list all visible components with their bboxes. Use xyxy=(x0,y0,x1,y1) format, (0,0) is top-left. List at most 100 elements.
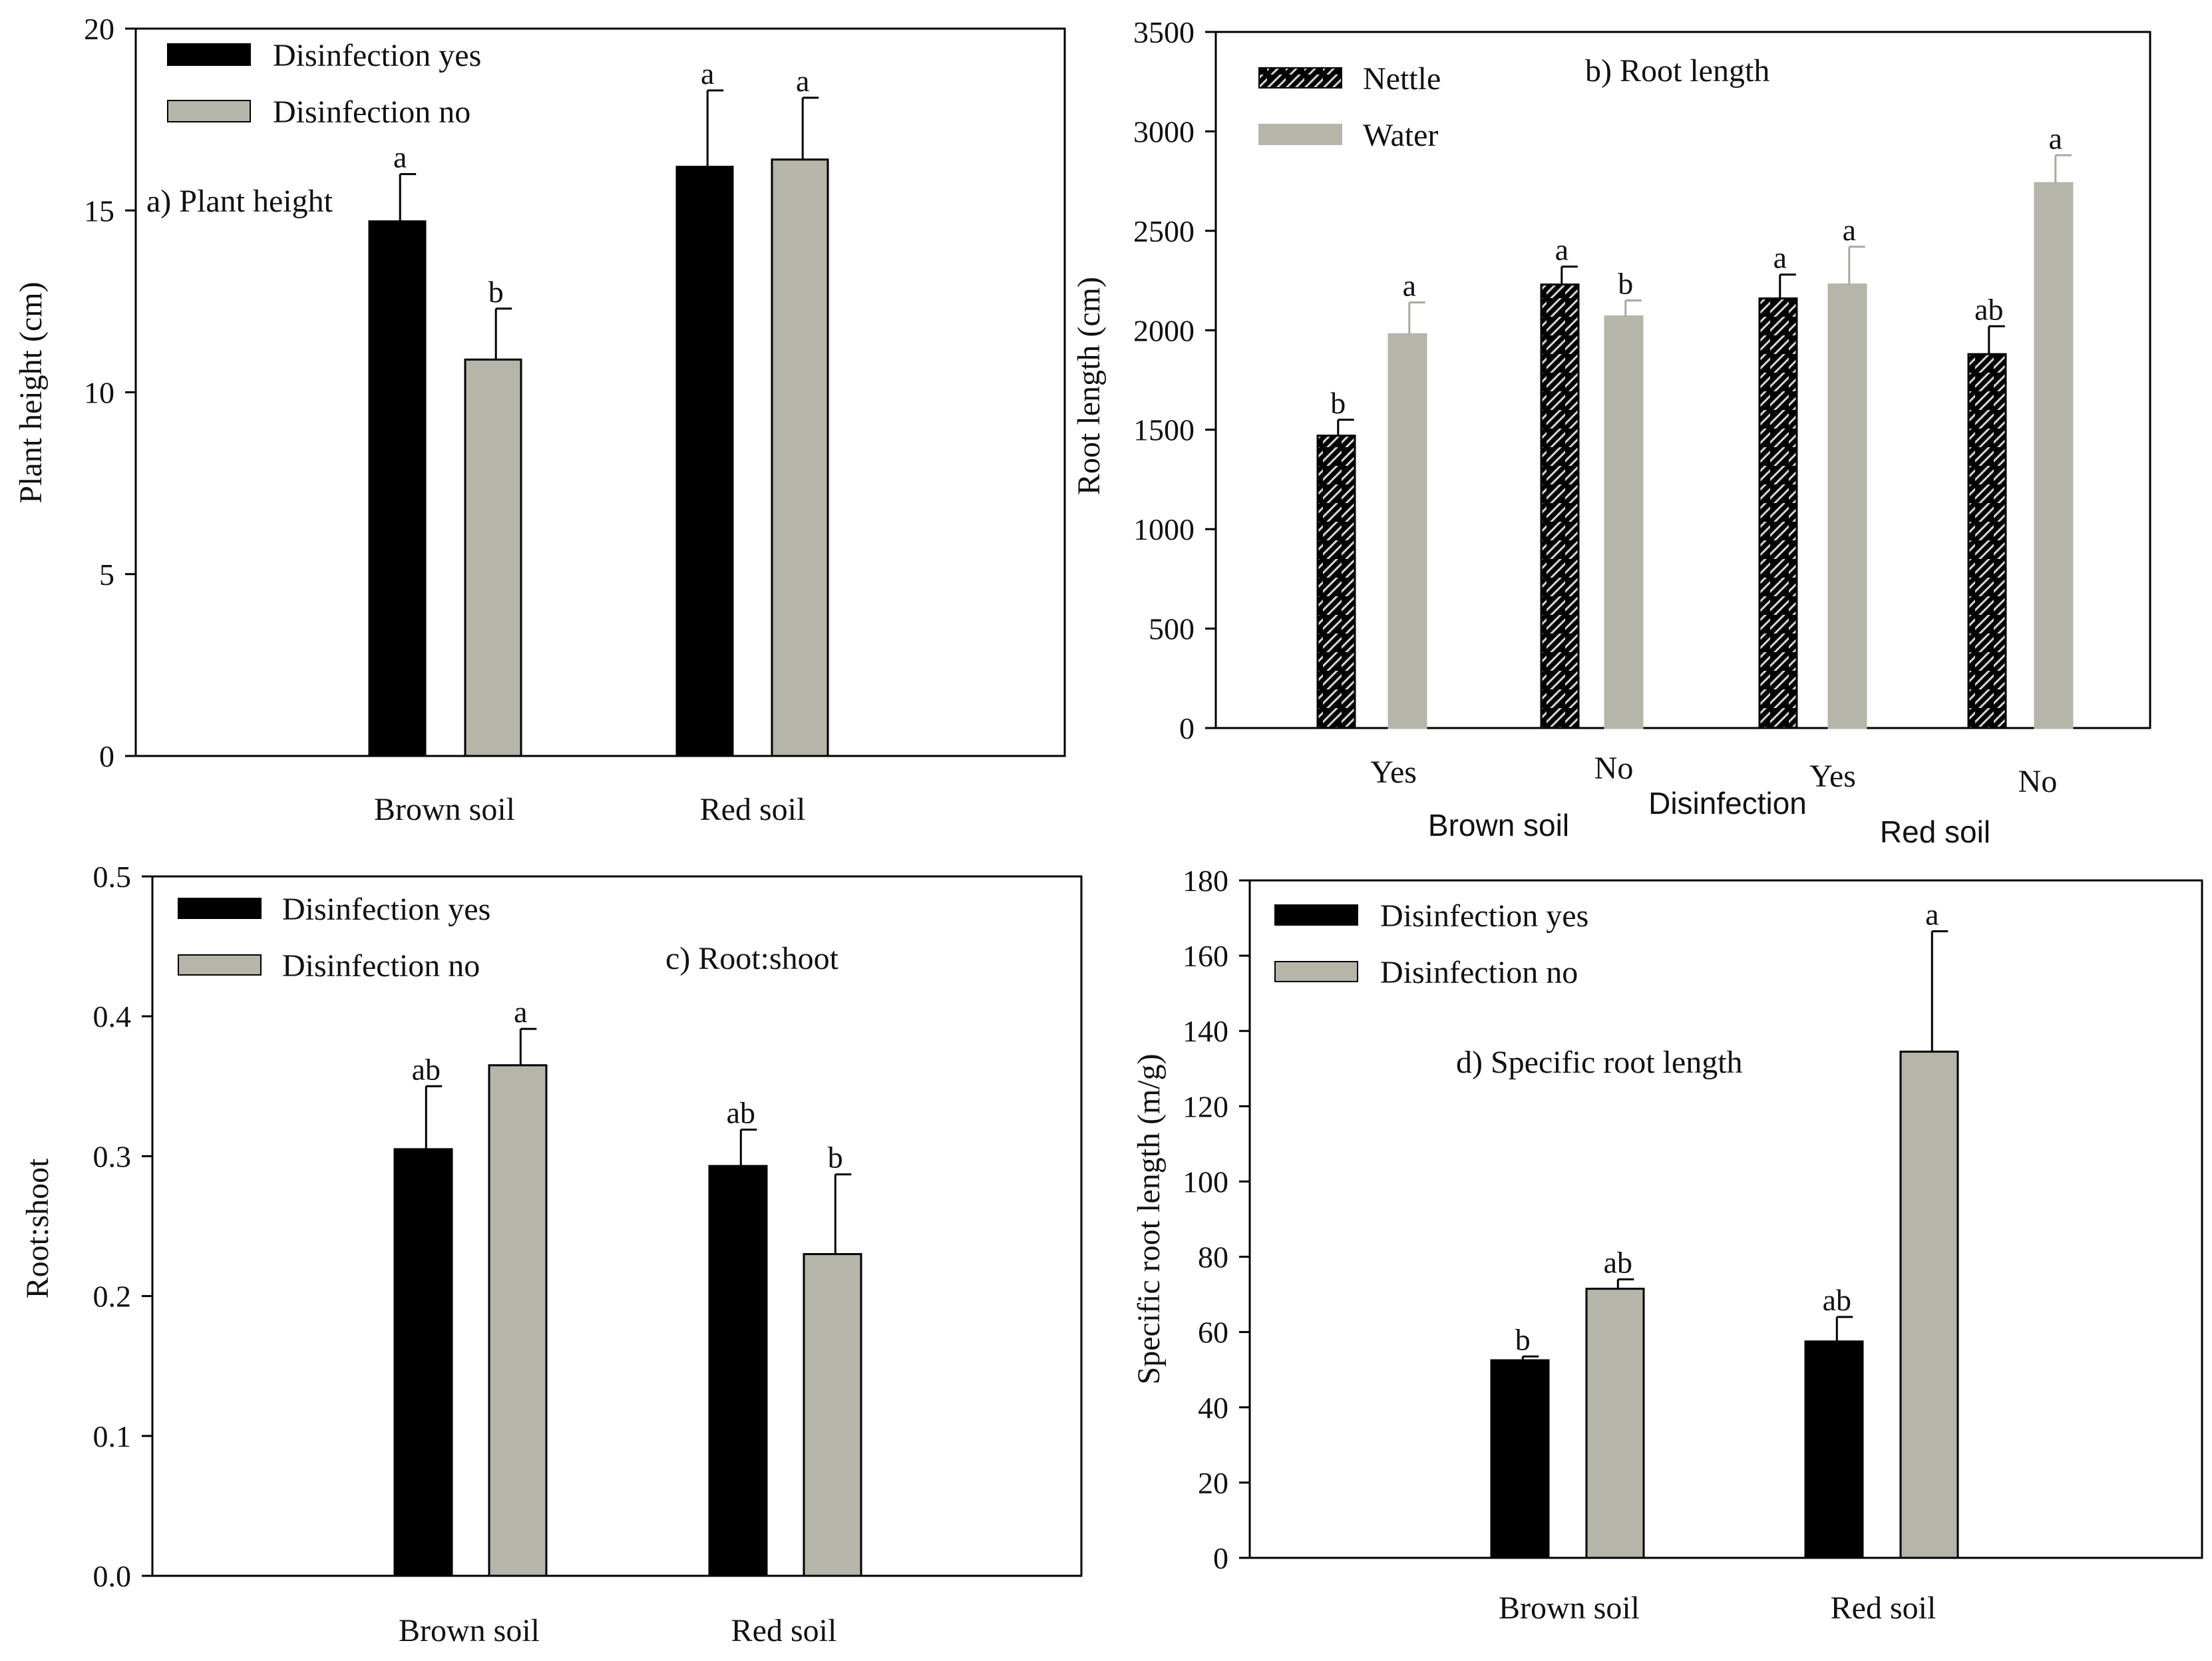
y-axis-label: Root length (cm) xyxy=(1071,277,1107,495)
x-tick-labels: Brown soil Red soil xyxy=(1499,1590,1936,1626)
x-tick-label: No xyxy=(2018,764,2058,799)
x-tick-labels: Brown soil Red soil xyxy=(399,1613,836,1648)
y-axis-label: Plant height (cm) xyxy=(13,281,49,503)
y-tick-label: 0 xyxy=(1179,711,1195,745)
y-tick-label: 20 xyxy=(1198,1466,1228,1500)
significance-letter: b xyxy=(828,1141,843,1175)
legend-label: Disinfection no xyxy=(273,94,470,130)
y-tick-label: 15 xyxy=(84,194,114,228)
legend-swatch-series-2 xyxy=(1258,124,1342,145)
y-tick-label: 10 xyxy=(84,376,114,410)
significance-letter: ab xyxy=(1604,1245,1632,1279)
y-tick-label: 120 xyxy=(1183,1089,1228,1123)
y-tick-label: 3000 xyxy=(1133,114,1195,148)
significance-letter: a xyxy=(2049,121,2062,155)
bar-b-s1-c3 xyxy=(1758,297,1798,729)
x-tick-label: Brown soil xyxy=(1499,1590,1640,1626)
bar-c-s2-c1 xyxy=(488,1064,548,1577)
significance-letter: a xyxy=(514,995,527,1029)
bar-d-s2-c1 xyxy=(1585,1288,1645,1559)
bar-b-s1-c4 xyxy=(1967,353,2007,729)
legend-label: Disinfection yes xyxy=(273,38,481,73)
y-tick-label: 0.3 xyxy=(93,1139,132,1173)
bar-c-s1-c1 xyxy=(393,1148,453,1577)
significance-letter: ab xyxy=(1974,292,2003,326)
legend-label: Disinfection no xyxy=(1380,955,1578,990)
y-tick-label: 2500 xyxy=(1133,214,1195,248)
y-tick-label: 0.4 xyxy=(93,1000,132,1033)
legend: Disinfection yes Disinfection no xyxy=(178,892,490,984)
bars: b ab ab a xyxy=(1490,897,1959,1559)
y-axis-ticks: 0 5 10 15 20 xyxy=(84,12,136,773)
legend-swatch-series-1 xyxy=(178,898,262,919)
significance-letter: a xyxy=(1925,897,1938,931)
significance-letter: b xyxy=(488,275,504,309)
y-tick-label: 20 xyxy=(84,12,114,46)
plot-frame xyxy=(134,27,1066,757)
bar-c-s2-c2 xyxy=(803,1253,862,1577)
panel-title: a) Plant height xyxy=(146,184,333,219)
bar-b-s2-c2 xyxy=(1604,315,1644,729)
significance-letter: b xyxy=(1515,1322,1531,1356)
legend-swatch-series-1 xyxy=(1274,904,1358,926)
y-tick-label: 60 xyxy=(1198,1316,1228,1350)
x-tick-label: Brown soil xyxy=(374,792,515,827)
legend-label: Disinfection yes xyxy=(1380,898,1588,934)
legend-swatch-series-1 xyxy=(167,43,251,66)
y-tick-label: 5 xyxy=(99,558,114,592)
legend-label: Disinfection no xyxy=(282,948,480,984)
bar-b-s2-c1 xyxy=(1387,333,1427,729)
y-tick-label: 140 xyxy=(1183,1014,1228,1048)
y-tick-label: 3500 xyxy=(1133,15,1195,49)
significance-letter: ab xyxy=(727,1095,755,1129)
significance-letter: a xyxy=(1843,213,1856,247)
significance-letter: a xyxy=(1555,233,1568,267)
x-tick-labels: Yes No Yes No xyxy=(1370,751,2057,799)
y-axis-ticks: 0.0 0.1 0.2 0.3 0.4 0.5 xyxy=(93,860,152,1593)
significance-letter: a xyxy=(1403,268,1416,302)
y-tick-label: 0.1 xyxy=(93,1419,132,1453)
x-axis-label: Disinfection xyxy=(1648,786,1807,821)
significance-letter: ab xyxy=(412,1052,441,1086)
y-tick-label: 1000 xyxy=(1133,512,1195,546)
y-axis-label: Specific root length (m/g) xyxy=(1131,1053,1167,1384)
significance-letter: b xyxy=(1330,386,1346,420)
y-tick-label: 40 xyxy=(1198,1391,1228,1425)
legend-swatch-series-2 xyxy=(1274,961,1358,982)
y-tick-label: 0.2 xyxy=(93,1280,132,1314)
x-tick-label: Red soil xyxy=(731,1613,837,1648)
legend-swatch-series-2 xyxy=(167,100,251,122)
y-axis-ticks: 0 500 1000 1500 2000 2500 3000 3500 xyxy=(1133,15,1216,745)
plot-frame xyxy=(1248,879,2203,1559)
y-tick-label: 0.0 xyxy=(93,1559,132,1593)
panel-a-plant-height: 0 5 10 15 20 a a b a Brown soil Red soil Plant … xyxy=(13,12,1066,827)
x-tick-label: No xyxy=(1594,751,1634,786)
panel-title: d) Specific root length xyxy=(1456,1045,1743,1080)
bar-a-s1-c1 xyxy=(368,220,427,757)
x-tick-label: Yes xyxy=(1370,755,1417,790)
bar-d-s1-c1 xyxy=(1490,1359,1550,1559)
bars: a a b a xyxy=(368,57,829,757)
group-label-brown-soil: Brown soil xyxy=(1428,808,1569,842)
bar-a-s2-c2 xyxy=(771,158,829,757)
plot-frame xyxy=(1214,31,2151,729)
x-tick-label: Yes xyxy=(1809,759,1856,794)
bar-b-s1-c2 xyxy=(1540,283,1580,729)
bar-a-s2-c1 xyxy=(464,358,522,757)
legend: Disinfection yes Disinfection no xyxy=(1274,898,1588,990)
plot-frame xyxy=(151,875,1083,1577)
bar-c-s1-c2 xyxy=(708,1165,768,1577)
y-tick-label: 80 xyxy=(1198,1240,1228,1274)
y-tick-label: 2000 xyxy=(1133,313,1195,347)
x-tick-label: Brown soil xyxy=(399,1613,540,1648)
legend-swatch-series-2 xyxy=(178,954,262,976)
legend-label: Nettle xyxy=(1363,61,1441,96)
y-axis-label: Root:shoot xyxy=(20,1158,55,1298)
y-tick-label: 0.5 xyxy=(93,860,132,894)
x-tick-labels: Brown soil Red soil xyxy=(374,792,805,827)
significance-letter: a xyxy=(796,64,809,98)
